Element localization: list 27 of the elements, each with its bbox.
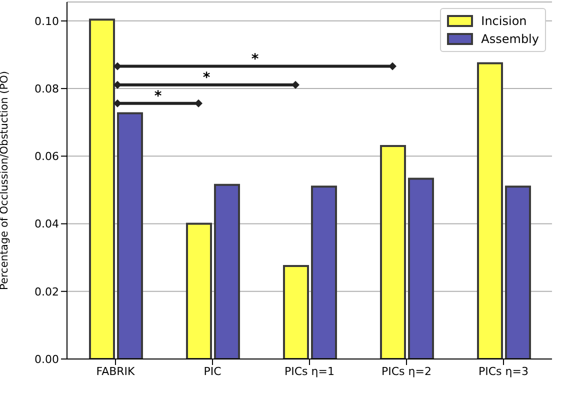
bar: [89, 18, 115, 359]
y-tick-label: 0.08: [34, 82, 59, 96]
y-axis-title: Percentage of Occlussion/Obstuction (PO): [0, 71, 11, 290]
x-tick-label: PIC: [204, 364, 222, 378]
bar: [505, 186, 531, 359]
y-tick-label: 0.02: [34, 285, 59, 298]
x-tick-label: PICs η=2: [382, 364, 432, 378]
bar: [408, 178, 434, 359]
annotation: *: [202, 70, 211, 86]
legend-label: Assembly: [481, 31, 539, 48]
bar: [283, 265, 309, 359]
bar: [186, 222, 212, 359]
bar: [117, 112, 143, 359]
x-tick-label: FABRIK: [96, 364, 136, 378]
annotation: *: [154, 88, 162, 104]
y-tick-label: 0.00: [34, 352, 59, 366]
y-tick-label: 0.10: [34, 14, 59, 28]
bar: [214, 184, 240, 359]
x-tick-label: PICs η=3: [478, 364, 528, 378]
bar: [311, 186, 337, 359]
bar: [380, 145, 406, 359]
bar: [477, 62, 503, 359]
legend-label: Incision: [481, 13, 527, 30]
x-tick-label: PICs η=1: [284, 364, 334, 378]
y-tick-label: 0.06: [34, 150, 59, 164]
y-tick-label: 0.04: [34, 218, 59, 231]
annotation: *: [251, 51, 260, 68]
